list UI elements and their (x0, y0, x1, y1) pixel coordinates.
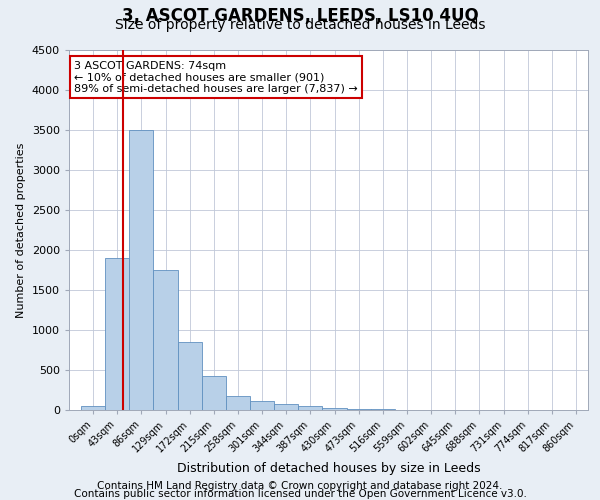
Bar (130, 130, 154, 410)
Bar (298, 406, 322, 410)
Text: Contains public sector information licensed under the Open Government Licence v3: Contains public sector information licen… (74, 489, 526, 499)
Bar (274, 404, 298, 410)
Text: 3, ASCOT GARDENS, LEEDS, LS10 4UQ: 3, ASCOT GARDENS, LEEDS, LS10 4UQ (122, 8, 478, 26)
Bar (371, 409, 395, 410)
Text: Size of property relative to detached houses in Leeds: Size of property relative to detached ho… (115, 18, 485, 32)
Y-axis label: Number of detached properties: Number of detached properties (16, 142, 26, 318)
Text: 3 ASCOT GARDENS: 74sqm
← 10% of detached houses are smaller (901)
89% of semi-de: 3 ASCOT GARDENS: 74sqm ← 10% of detached… (74, 61, 358, 94)
Bar (154, 270, 178, 410)
Bar (105, 258, 130, 410)
Bar (347, 409, 371, 410)
Bar (81, 406, 105, 410)
Bar (178, 342, 202, 410)
Bar (202, 376, 226, 410)
Text: Contains HM Land Registry data © Crown copyright and database right 2024.: Contains HM Land Registry data © Crown c… (97, 481, 503, 491)
Bar (322, 408, 347, 410)
X-axis label: Distribution of detached houses by size in Leeds: Distribution of detached houses by size … (176, 462, 481, 475)
Bar (226, 396, 250, 410)
Bar (250, 401, 274, 410)
